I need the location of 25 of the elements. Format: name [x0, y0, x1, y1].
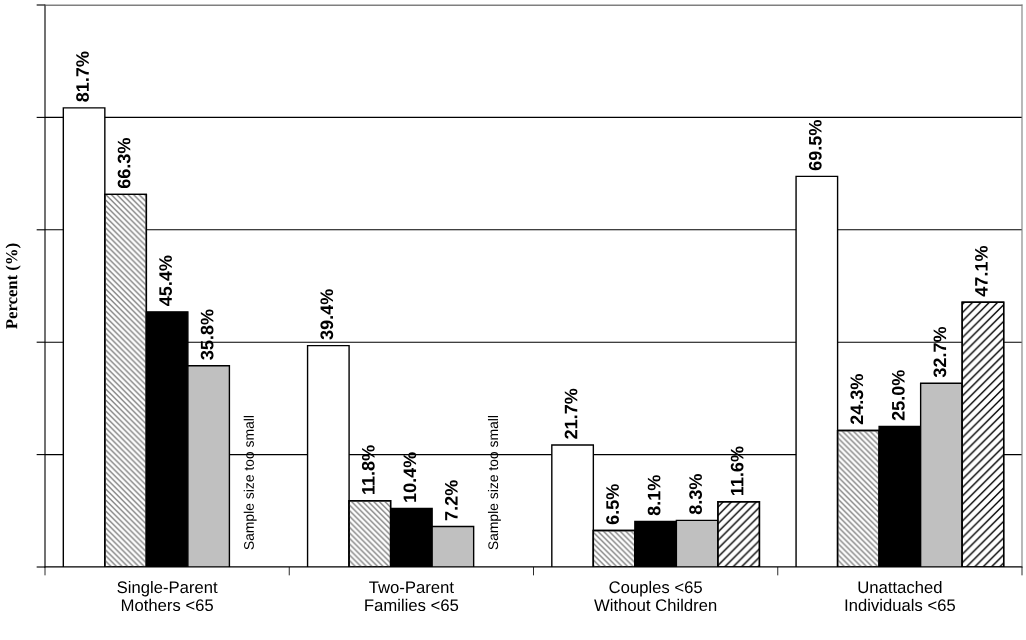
x-tick-label: Couples <65 Without Children [594, 580, 717, 612]
data-label: 8.3% [689, 474, 703, 515]
data-label: 69.5% [808, 120, 822, 171]
annotation: Sample size too small [243, 415, 257, 550]
data-label: 8.1% [647, 475, 661, 516]
y-axis-title: Percent (%) [5, 243, 21, 329]
annotation: Sample size too small [487, 415, 501, 550]
data-label: 35.8% [200, 309, 214, 360]
data-label: 81.7% [76, 51, 89, 102]
data-label: 11.6% [730, 446, 744, 496]
data-label: 7.2% [444, 480, 458, 521]
data-label: 32.7% [933, 326, 947, 378]
data-label: 66.3% [117, 138, 131, 189]
data-label: 39.4% [320, 289, 334, 340]
data-label: 10.4% [403, 452, 417, 502]
x-tick-label: Single-Parent Mothers <65 [117, 580, 218, 612]
data-label: 45.4% [159, 255, 172, 306]
data-label: 24.3% [850, 374, 864, 425]
data-label: 21.7% [564, 388, 578, 439]
data-label: 25.0% [891, 370, 905, 421]
data-label: 11.8% [361, 445, 375, 494]
data-label: 47.1% [975, 245, 988, 297]
data-label: 6.5% [606, 484, 619, 525]
x-tick-label: Two-Parent Families <65 [365, 581, 459, 612]
x-tick-label: Unattached Individuals <65 [845, 580, 956, 612]
